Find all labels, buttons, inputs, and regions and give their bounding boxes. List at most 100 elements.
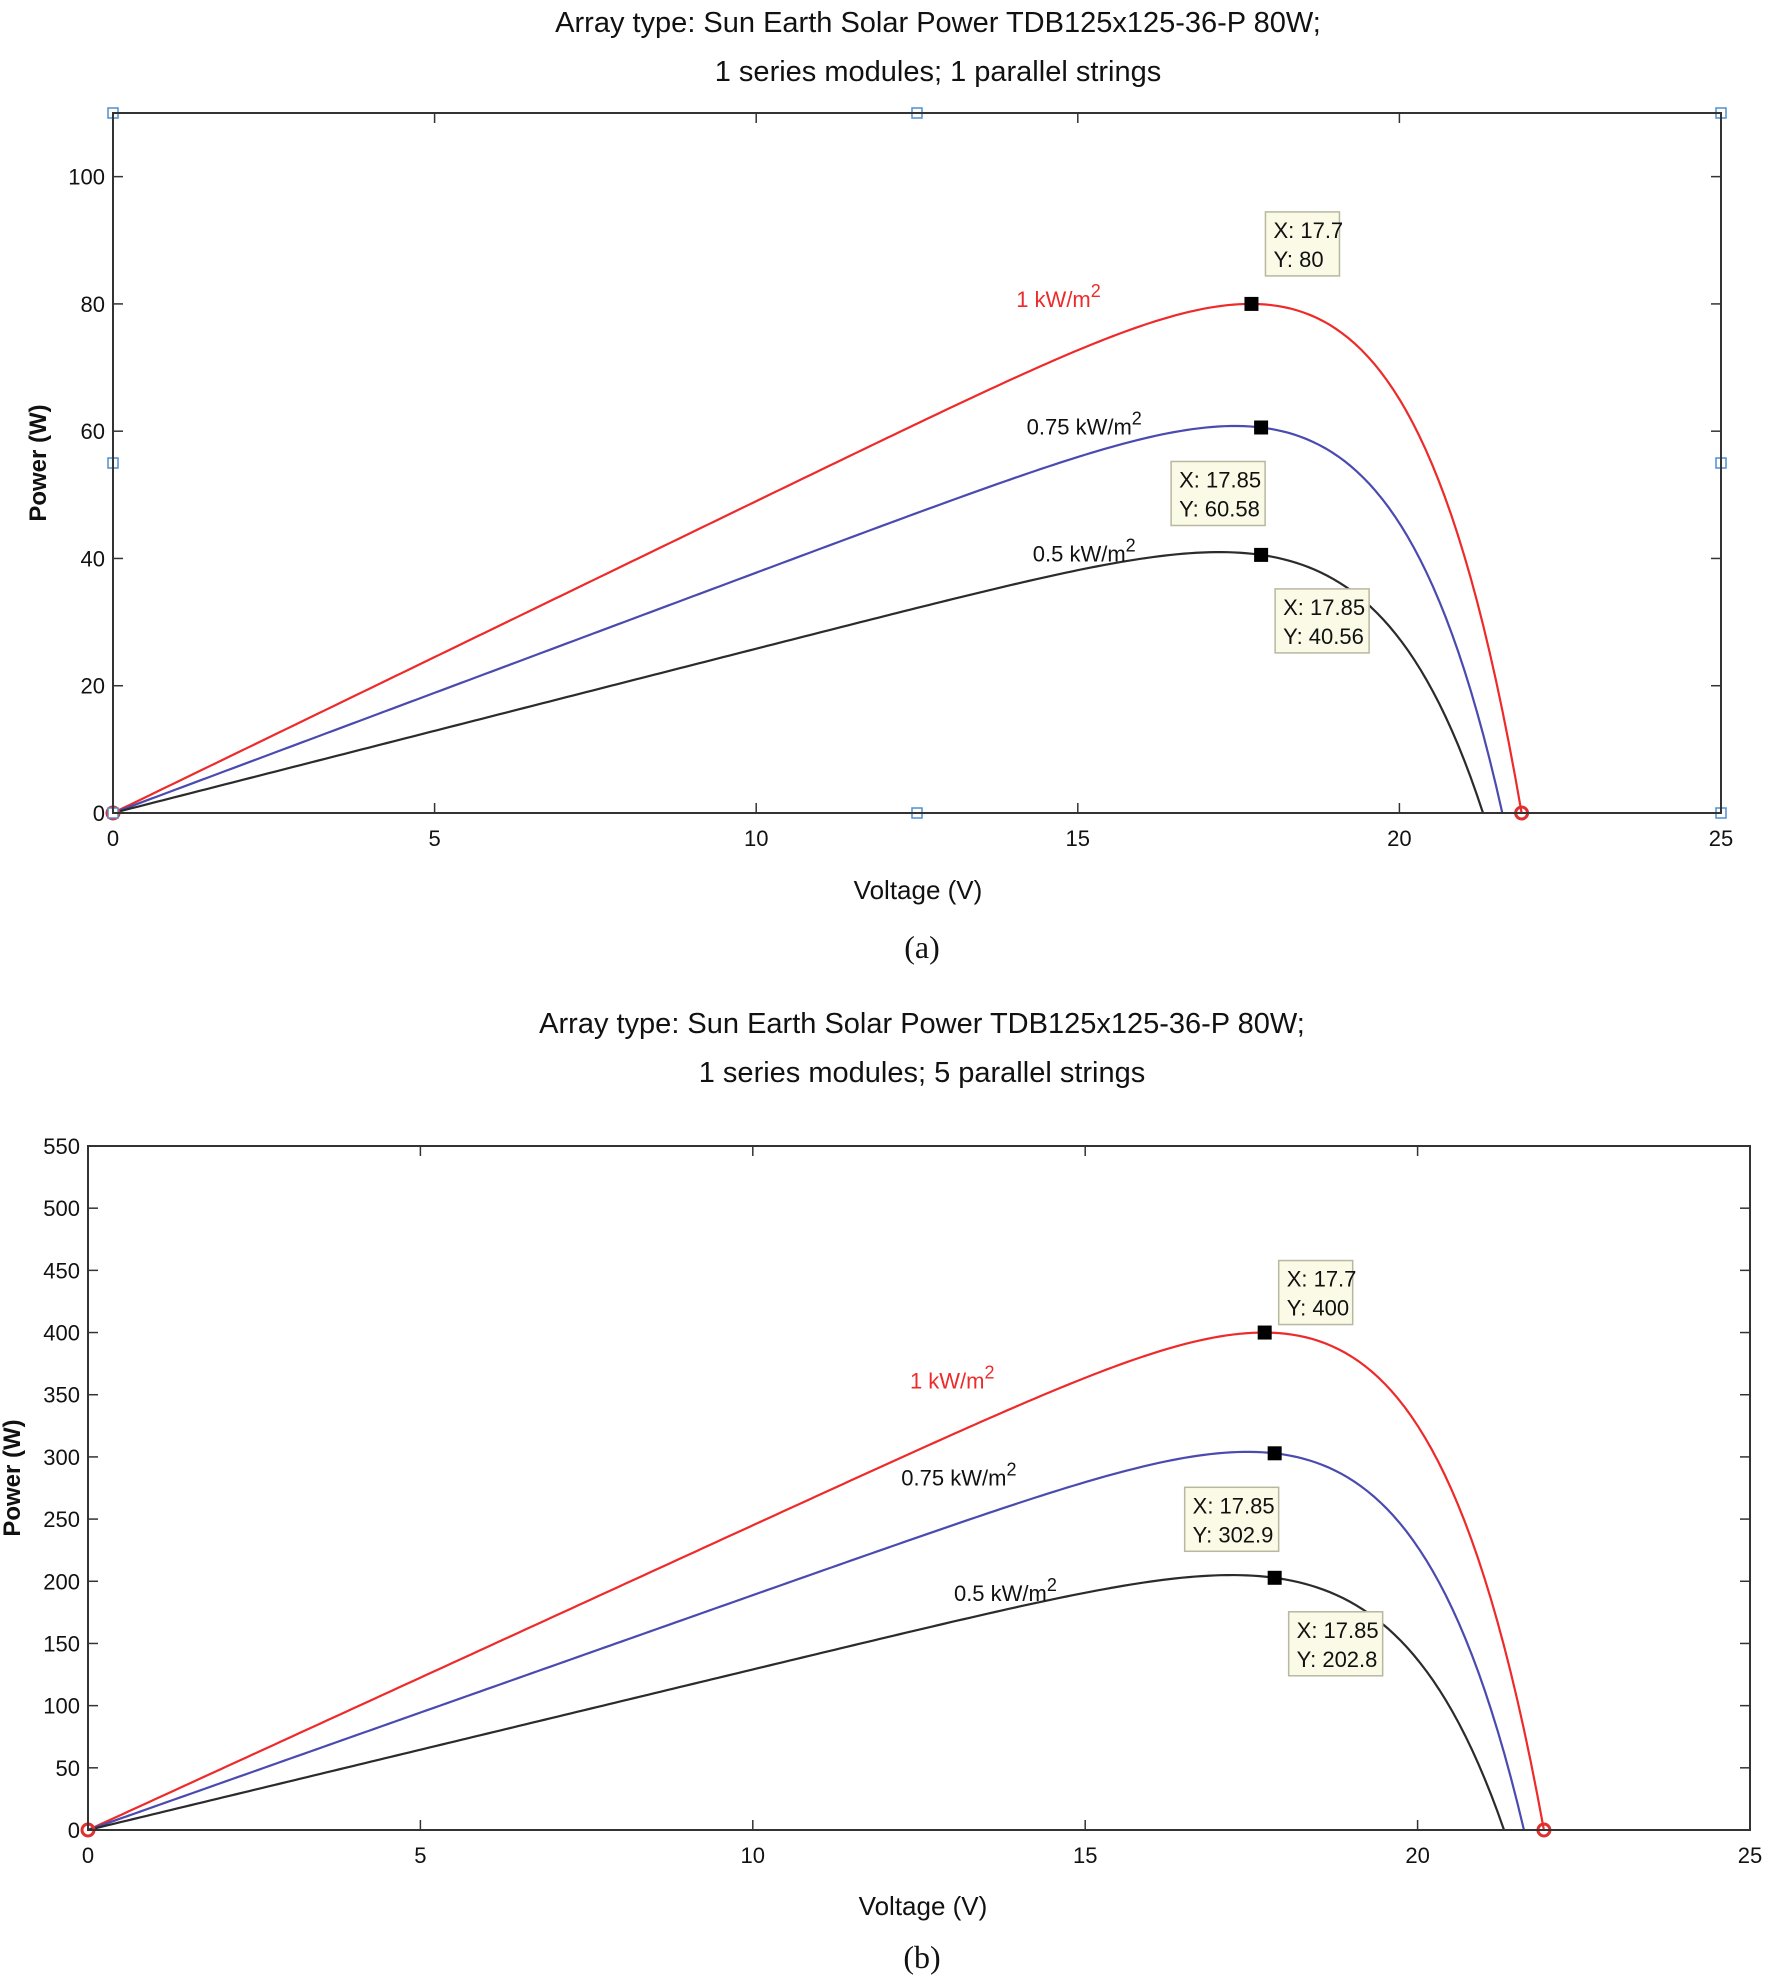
- x-tick-label: 5: [428, 826, 440, 851]
- y-tick-label: 500: [43, 1196, 80, 1221]
- chart-b-title-line1: Array type: Sun Earth Solar Power TDB125…: [539, 1008, 1305, 1040]
- y-tick-label: 80: [81, 292, 105, 317]
- chart-a-datatips: X: 17.7 Y: 80 X: 17.85 Y: 60.58 X: 17.85 Y: 4…: [1170, 211, 1370, 654]
- series-label-superscript: 2: [1126, 536, 1136, 556]
- chart-b-xlabel: Voltage (V): [859, 1891, 988, 1921]
- datatip-box: [1170, 460, 1266, 527]
- series-label-text: 0.5 kW/m: [1033, 542, 1126, 567]
- y-tick-label: 100: [43, 1694, 80, 1719]
- y-tick-label: 300: [43, 1445, 80, 1470]
- x-tick-label: 15: [1073, 1843, 1097, 1868]
- mpp-marker: [1267, 1446, 1282, 1461]
- chart-b-caption: (b): [903, 1939, 940, 1975]
- chart-a: Array type: Sun Earth Solar Power TDB125…: [25, 7, 1733, 965]
- mpp-marker: [1254, 547, 1269, 562]
- y-tick-label: 40: [81, 546, 105, 571]
- chart-b-ylabel: Power (W): [0, 1419, 26, 1536]
- series-line-0-75-kw-m2: [112, 424, 1504, 815]
- series-line-0-75-kw-m2: [87, 1450, 1526, 1832]
- series-label-superscript: 2: [1091, 281, 1101, 301]
- series-label-superscript: 2: [985, 1363, 995, 1383]
- y-tick-label: 60: [81, 419, 105, 444]
- y-tick-label: 450: [43, 1258, 80, 1283]
- chart-a-series: [105, 296, 1530, 821]
- series-label-superscript: 2: [1047, 1575, 1057, 1595]
- chart-b-series: [80, 1325, 1552, 1838]
- chart-b-datatips: X: 17.7 Y: 400 X: 17.85 Y: 302.9 X: 17.85 Y: …: [1183, 1259, 1384, 1677]
- x-tick-label: 10: [744, 826, 768, 851]
- chart-a-xlabel: Voltage (V): [854, 875, 983, 905]
- datatip[interactable]: X: 17.85 Y: 60.58: [1170, 460, 1266, 527]
- mpp-marker: [1257, 1325, 1272, 1340]
- datatip[interactable]: X: 17.85 Y: 302.9: [1183, 1486, 1280, 1553]
- chart-b-title-line2: 1 series modules; 5 parallel strings: [699, 1057, 1145, 1089]
- datatip[interactable]: X: 17.7 Y: 400: [1277, 1259, 1357, 1326]
- chart-a-ylabel: Power (W): [25, 404, 52, 521]
- datatip-box: [1277, 1259, 1354, 1326]
- x-tick-label: 5: [414, 1843, 426, 1868]
- y-tick-label: 350: [43, 1383, 80, 1408]
- y-tick-label: 0: [93, 801, 105, 826]
- datatip-x: X: 17.85: [1283, 595, 1365, 620]
- x-tick-label: 25: [1709, 826, 1733, 851]
- series-label: 1 kW/m2: [1016, 281, 1101, 312]
- datatip-box: [1274, 588, 1370, 654]
- series-label-text: 1 kW/m: [1016, 287, 1091, 312]
- datatip-box: [1183, 1486, 1280, 1553]
- datatip-x: X: 17.7: [1287, 1267, 1357, 1292]
- datatip-y: Y: 40.56: [1283, 624, 1364, 649]
- datatip-y: Y: 80: [1273, 247, 1323, 272]
- series-line-1-kw-m2: [112, 302, 1523, 814]
- y-tick-label: 550: [43, 1134, 80, 1159]
- datatip[interactable]: X: 17.85 Y: 40.56: [1274, 588, 1370, 654]
- series-label-superscript: 2: [1132, 408, 1142, 428]
- y-tick-label: 100: [68, 165, 105, 190]
- datatip-x: X: 17.85: [1193, 1493, 1275, 1518]
- chart-b-axes-frame: [87, 1145, 1751, 1831]
- y-tick-label: 50: [56, 1756, 80, 1781]
- chart-a-title-line2: 1 series modules; 1 parallel strings: [715, 56, 1161, 88]
- y-tick-label: 0: [68, 1818, 80, 1843]
- datatip-y: Y: 302.9: [1193, 1522, 1274, 1547]
- datatip[interactable]: X: 17.85 Y: 202.8: [1287, 1611, 1384, 1677]
- x-tick-label: 0: [82, 1843, 94, 1868]
- series-label: 0.5 kW/m2: [1033, 536, 1136, 567]
- datatip-y: Y: 400: [1287, 1296, 1349, 1321]
- x-tick-label: 10: [741, 1843, 765, 1868]
- datatip-y: Y: 202.8: [1297, 1647, 1378, 1672]
- chart-a-selection-handles: [107, 107, 1727, 819]
- datatip[interactable]: X: 17.7 Y: 80: [1264, 211, 1343, 277]
- datatip-x: X: 17.85: [1297, 1618, 1379, 1643]
- series-label-text: 0.75 kW/m: [901, 1466, 1006, 1491]
- chart-a-axes-frame: [112, 112, 1722, 814]
- y-tick-label: 200: [43, 1569, 80, 1594]
- datatip-box: [1264, 211, 1341, 277]
- series-label: 0.75 kW/m2: [901, 1460, 1016, 1491]
- y-tick-label: 400: [43, 1321, 80, 1346]
- series-label-text: 0.5 kW/m: [954, 1581, 1047, 1606]
- y-tick-label: 250: [43, 1507, 80, 1532]
- chart-a-series-labels: 1 kW/m20.75 kW/m20.5 kW/m2: [1016, 281, 1142, 567]
- y-tick-label: 20: [81, 674, 105, 699]
- y-tick-label: 150: [43, 1631, 80, 1656]
- series-label-text: 0.75 kW/m: [1027, 414, 1132, 439]
- datatip-x: X: 17.7: [1273, 218, 1343, 243]
- x-tick-label: 0: [107, 826, 119, 851]
- chart-a-ticks: 0 5 10 15 20 25 0 20 40 60 80 100: [68, 113, 1733, 851]
- chart-b-series-labels: 1 kW/m20.75 kW/m20.5 kW/m2: [901, 1363, 1057, 1607]
- series-label-superscript: 2: [1006, 1460, 1016, 1480]
- x-tick-label: 15: [1066, 826, 1090, 851]
- series-label: 0.75 kW/m2: [1027, 408, 1142, 439]
- mpp-marker: [1244, 296, 1259, 311]
- chart-a-title-line1: Array type: Sun Earth Solar Power TDB125…: [555, 7, 1321, 39]
- datatip-y: Y: 60.58: [1179, 496, 1260, 521]
- series-label-text: 1 kW/m: [910, 1369, 985, 1394]
- datatip-x: X: 17.85: [1179, 467, 1261, 492]
- datatip-box: [1287, 1611, 1384, 1677]
- chart-a-caption: (a): [904, 929, 940, 965]
- series-label: 0.5 kW/m2: [954, 1575, 1057, 1606]
- mpp-marker: [1267, 1570, 1282, 1585]
- x-tick-label: 20: [1387, 826, 1411, 851]
- x-tick-label: 20: [1405, 1843, 1429, 1868]
